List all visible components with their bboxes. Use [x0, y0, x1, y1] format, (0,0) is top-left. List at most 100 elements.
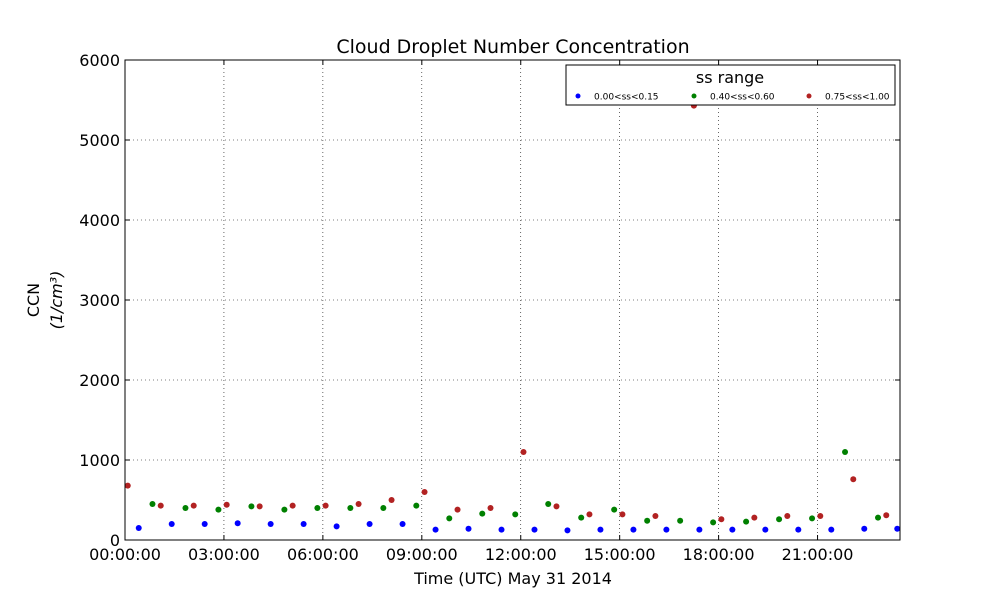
- data-point: [300, 521, 307, 527]
- data-point: [314, 505, 321, 511]
- data-point: [828, 526, 835, 533]
- data-point: [743, 518, 750, 525]
- data-point: [432, 526, 439, 533]
- x-axis-label: Time (UTC) May 31 2014: [413, 569, 612, 588]
- x-tick-label: 06:00:00: [287, 545, 359, 564]
- data-point: [512, 511, 519, 518]
- data-point: [135, 525, 142, 531]
- data-point: [762, 526, 769, 533]
- data-point: [531, 526, 538, 533]
- data-point: [809, 515, 816, 522]
- data-points: [124, 102, 901, 534]
- legend-entries: 0.00<ss<0.15 0.40<ss<0.60 0.75<ss<1.00: [575, 93, 890, 103]
- legend-marker: [691, 93, 697, 99]
- y-tick-label: 5000: [79, 131, 120, 150]
- data-point: [347, 505, 354, 511]
- data-point: [652, 513, 659, 519]
- data-point: [564, 527, 571, 534]
- data-point: [611, 506, 618, 513]
- legend: ss range 0.00<ss<0.15 0.40<ss<0.60 0.75<ss…: [565, 64, 896, 106]
- data-point: [322, 502, 329, 509]
- data-point: [776, 516, 783, 523]
- data-point: [355, 501, 362, 507]
- data-point: [267, 521, 274, 527]
- data-point: [784, 513, 791, 519]
- data-point: [597, 526, 604, 533]
- legend-marker: [806, 93, 812, 99]
- data-point: [718, 516, 725, 523]
- data-point: [289, 502, 296, 509]
- x-tick-label: 12:00:00: [485, 545, 557, 564]
- data-point: [894, 525, 901, 532]
- data-point: [663, 526, 670, 533]
- data-point: [149, 501, 156, 507]
- x-tick-label: 18:00:00: [683, 545, 755, 564]
- data-point: [201, 521, 208, 527]
- data-point: [454, 506, 461, 513]
- data-point: [875, 514, 882, 521]
- data-point: [124, 482, 131, 489]
- data-point: [182, 505, 189, 511]
- x-tick-label: 09:00:00: [386, 545, 458, 564]
- data-point: [729, 526, 736, 533]
- data-point: [553, 503, 560, 510]
- y-axis-label: CCN: [24, 283, 43, 317]
- data-point: [479, 510, 486, 517]
- data-point: [465, 525, 472, 532]
- series-2: [149, 449, 882, 526]
- data-point: [644, 517, 651, 524]
- data-point: [215, 506, 222, 513]
- data-point: [333, 523, 340, 530]
- axis-ticks: 00:00:00 03:00:00 06:00:00 09:00:00 12:00:00…: [79, 51, 900, 564]
- y-tick-label: 1000: [79, 451, 120, 470]
- data-point: [842, 449, 849, 455]
- data-point: [795, 526, 802, 533]
- data-point: [413, 502, 420, 509]
- data-point: [380, 505, 387, 511]
- data-point: [388, 497, 395, 503]
- data-point: [861, 525, 868, 532]
- y-axis-units: (1/cm³): [47, 271, 66, 330]
- data-point: [696, 526, 703, 533]
- data-point: [520, 449, 527, 455]
- legend-label: 0.75<ss<1.00: [825, 93, 890, 103]
- data-point: [883, 512, 890, 519]
- data-point: [281, 506, 288, 513]
- data-point: [850, 476, 857, 483]
- legend-label: 0.40<ss<0.60: [710, 93, 775, 103]
- series-3: [124, 102, 890, 523]
- data-point: [234, 520, 241, 527]
- data-point: [256, 503, 263, 510]
- chart-title: Cloud Droplet Number Concentration: [336, 36, 689, 58]
- data-point: [157, 502, 164, 509]
- data-point: [248, 503, 255, 510]
- data-point: [498, 526, 505, 533]
- y-tick-label: 2000: [79, 371, 120, 390]
- data-point: [399, 521, 406, 527]
- data-point: [710, 519, 717, 526]
- y-tick-label: 4000: [79, 211, 120, 230]
- data-point: [168, 521, 175, 527]
- x-tick-label: 00:00:00: [89, 545, 161, 564]
- data-point: [586, 511, 593, 518]
- data-point: [630, 526, 637, 533]
- data-point: [223, 501, 230, 508]
- data-point: [751, 514, 758, 521]
- legend-label: 0.00<ss<0.15: [594, 93, 659, 103]
- series-1: [135, 520, 901, 534]
- y-tick-label: 0: [110, 531, 120, 550]
- data-point: [190, 502, 197, 509]
- data-point: [619, 511, 626, 518]
- data-point: [545, 501, 552, 507]
- legend-marker: [575, 93, 581, 99]
- y-tick-label: 6000: [79, 51, 120, 70]
- data-point: [366, 521, 373, 527]
- data-point: [487, 505, 494, 511]
- data-point: [446, 515, 453, 522]
- y-tick-label: 3000: [79, 291, 120, 310]
- legend-box: [565, 64, 896, 106]
- legend-title: ss range: [696, 68, 764, 87]
- data-point: [817, 513, 824, 519]
- data-point: [578, 514, 585, 521]
